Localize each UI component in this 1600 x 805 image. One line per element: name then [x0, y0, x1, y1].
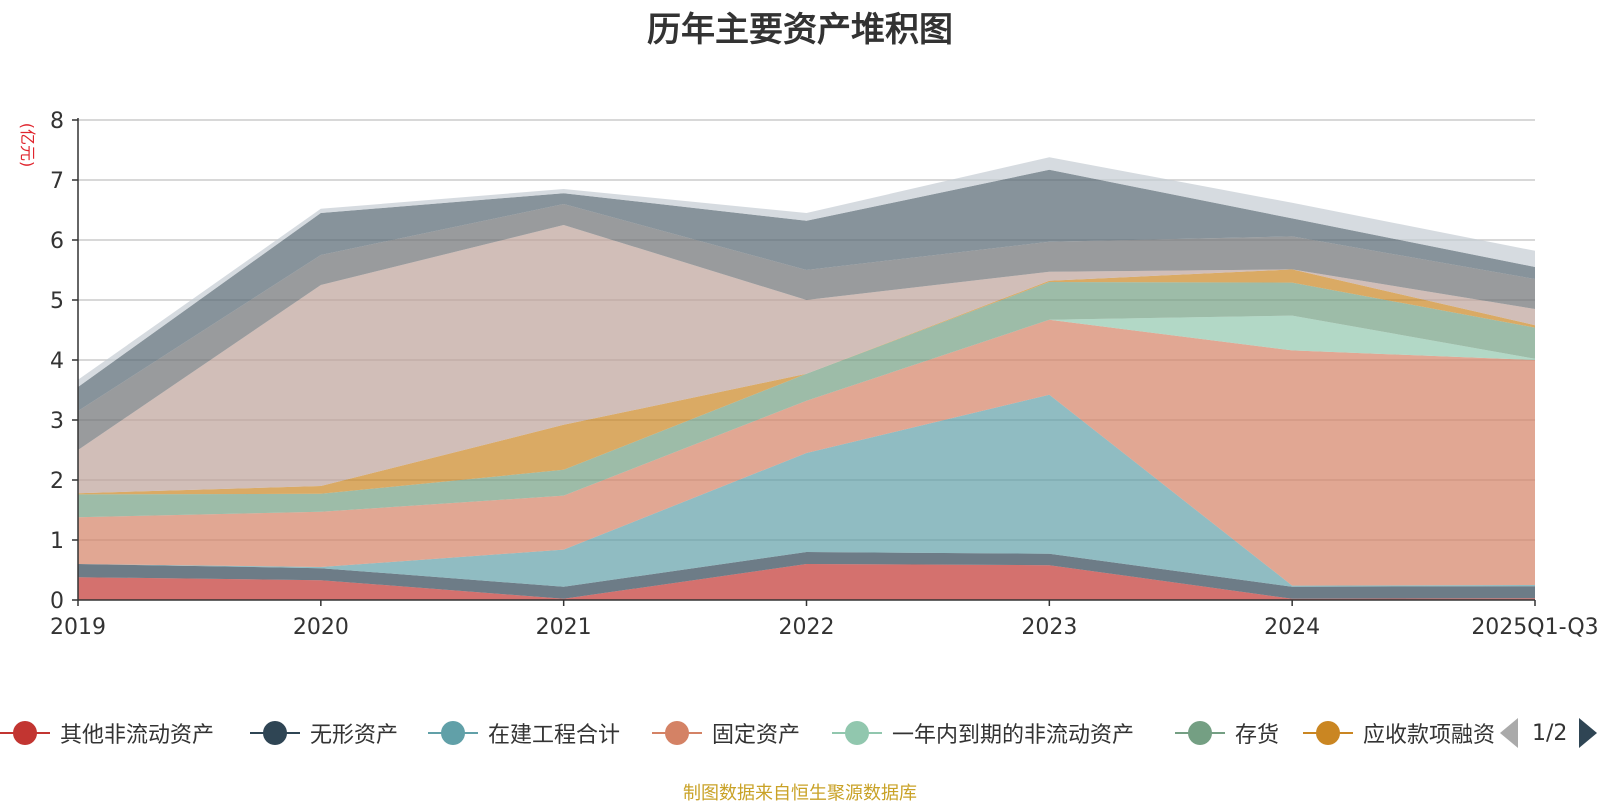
legend-marker-icon	[652, 718, 702, 748]
legend-item[interactable]: 一年内到期的非流动资产	[832, 713, 1134, 753]
legend-label: 应收款项融资	[1363, 723, 1496, 748]
legend-label: 固定资产	[712, 723, 801, 748]
y-tick-label: 7	[50, 169, 64, 194]
legend-page-indicator: 1/2	[1532, 720, 1568, 746]
legend-pager: 1/2	[1500, 713, 1598, 753]
y-tick-label: 5	[50, 289, 64, 314]
legend: 其他非流动资产 无形资产 在建工程合计 固定资产 一年内到期的非流动资产 存货 应收款项融资…	[0, 713, 1600, 753]
y-tick-label: 8	[50, 109, 64, 134]
y-tick-label: 1	[50, 529, 64, 554]
legend-marker-icon	[428, 718, 478, 748]
x-tick-label: 2023	[1021, 615, 1077, 640]
legend-item[interactable]: 应收款项融资	[1303, 713, 1495, 753]
area-series	[78, 204, 1535, 450]
axis-layer: 0 1 2 3 4 5 6 7 8 2019 2020 2021 2022 2023 2024 2025Q1-…	[18, 109, 1599, 640]
x-tick-label: 2021	[536, 615, 592, 640]
x-tick-label: 2024	[1264, 615, 1320, 640]
x-tick-label: 2025Q1-Q3	[1471, 615, 1598, 640]
legend-marker-icon	[0, 718, 50, 748]
chart-title: 历年主要资产堆积图	[647, 10, 953, 50]
legend-item[interactable]: 在建工程合计	[428, 713, 620, 753]
legend-marker-icon	[1175, 718, 1225, 748]
source-note: 制图数据来自恒生聚源数据库	[683, 783, 917, 804]
legend-marker-icon	[250, 718, 300, 748]
legend-label: 无形资产	[310, 723, 399, 748]
area-series	[78, 564, 1535, 600]
area-series	[78, 169, 1535, 411]
legend-label: 存货	[1235, 723, 1280, 748]
legend-marker-icon	[832, 718, 882, 748]
area-series	[78, 225, 1535, 494]
y-tick-label: 6	[50, 229, 64, 254]
y-tick-label: 4	[50, 349, 64, 374]
legend-label: 其他非流动资产	[60, 723, 215, 748]
prev-page-icon[interactable]	[1500, 718, 1518, 748]
y-axis-unit-label: (亿元)	[18, 123, 37, 168]
legend-label: 在建工程合计	[488, 723, 621, 748]
legend-label: 一年内到期的非流动资产	[892, 723, 1135, 748]
area-layer	[78, 157, 1535, 600]
x-tick-label: 2020	[293, 615, 349, 640]
next-page-icon[interactable]	[1579, 718, 1598, 748]
legend-item[interactable]: 其他非流动资产	[0, 713, 214, 753]
x-tick-label: 2019	[50, 615, 106, 640]
legend-item[interactable]: 存货	[1175, 713, 1279, 753]
legend-item[interactable]: 无形资产	[250, 713, 398, 753]
area-series	[78, 319, 1535, 586]
y-tick-label: 2	[50, 469, 64, 494]
legend-item[interactable]: 固定资产	[652, 713, 800, 753]
area-series	[78, 282, 1535, 518]
area-series	[78, 552, 1535, 599]
legend-marker-icon	[1303, 718, 1353, 748]
area-series	[78, 315, 1535, 518]
y-tick-label: 3	[50, 409, 64, 434]
x-tick-label: 2022	[779, 615, 835, 640]
y-tick-label: 0	[50, 589, 64, 614]
area-series	[78, 394, 1535, 587]
area-series	[78, 269, 1535, 495]
